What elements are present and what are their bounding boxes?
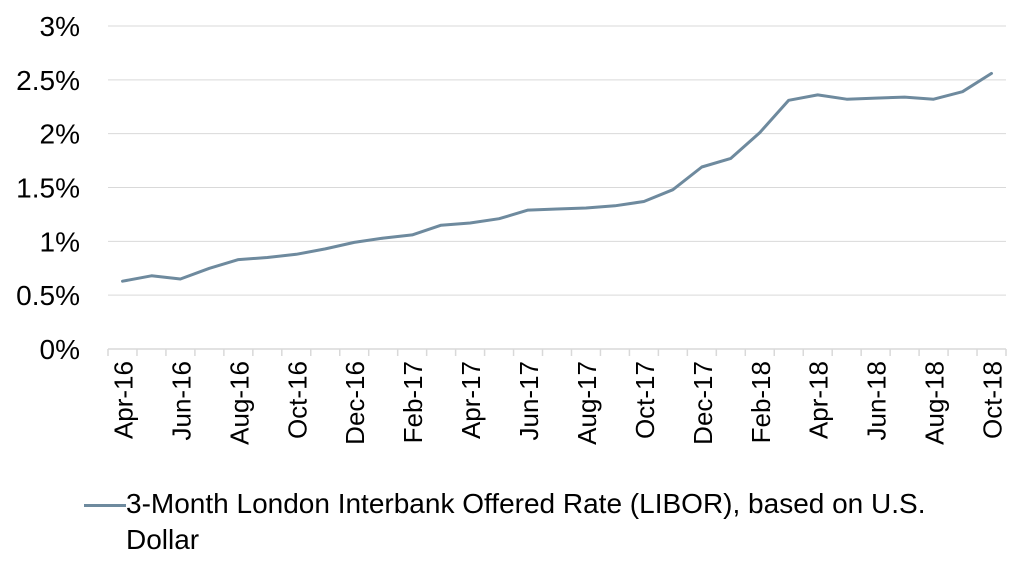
x-tick-label: Aug-18 bbox=[920, 361, 950, 445]
x-tick-label: Dec-16 bbox=[340, 361, 370, 445]
x-tick-label: Feb-18 bbox=[746, 361, 776, 443]
x-tick-label: Apr-18 bbox=[804, 361, 834, 439]
legend: 3-Month London Interbank Offered Rate (L… bbox=[84, 486, 984, 558]
x-tick-label: Feb-17 bbox=[398, 361, 428, 443]
y-tick-label: 0% bbox=[40, 334, 80, 365]
x-tick-label: Apr-16 bbox=[108, 361, 138, 439]
legend-label: 3-Month London Interbank Offered Rate (L… bbox=[126, 488, 926, 555]
x-tick-label: Jun-16 bbox=[166, 361, 196, 441]
y-tick-label: 1.5% bbox=[16, 173, 80, 204]
x-tick-label: Oct-18 bbox=[978, 361, 1008, 439]
y-tick-label: 0.5% bbox=[16, 280, 80, 311]
x-tick-label: Oct-17 bbox=[630, 361, 660, 439]
x-tick-label: Aug-17 bbox=[572, 361, 602, 445]
y-tick-label: 1% bbox=[40, 226, 80, 257]
x-tick-label: Dec-17 bbox=[688, 361, 718, 445]
x-tick-label: Oct-16 bbox=[282, 361, 312, 439]
line-chart: 0% 0.5% 1% 1.5% 2% 2.5% 3% Apr-16 Jun-16 Aug-16 Oc… bbox=[16, 11, 1008, 445]
legend-swatch bbox=[84, 504, 126, 507]
y-tick-label: 2% bbox=[40, 119, 80, 150]
x-tick-label: Jun-17 bbox=[514, 361, 544, 441]
x-tick-label: Apr-17 bbox=[456, 361, 486, 439]
series-line bbox=[121, 71, 993, 283]
y-tick-label: 3% bbox=[40, 11, 80, 42]
x-tick-label: Jun-18 bbox=[862, 361, 892, 441]
y-tick-label: 2.5% bbox=[16, 65, 80, 96]
x-tick-label: Aug-16 bbox=[224, 361, 254, 445]
